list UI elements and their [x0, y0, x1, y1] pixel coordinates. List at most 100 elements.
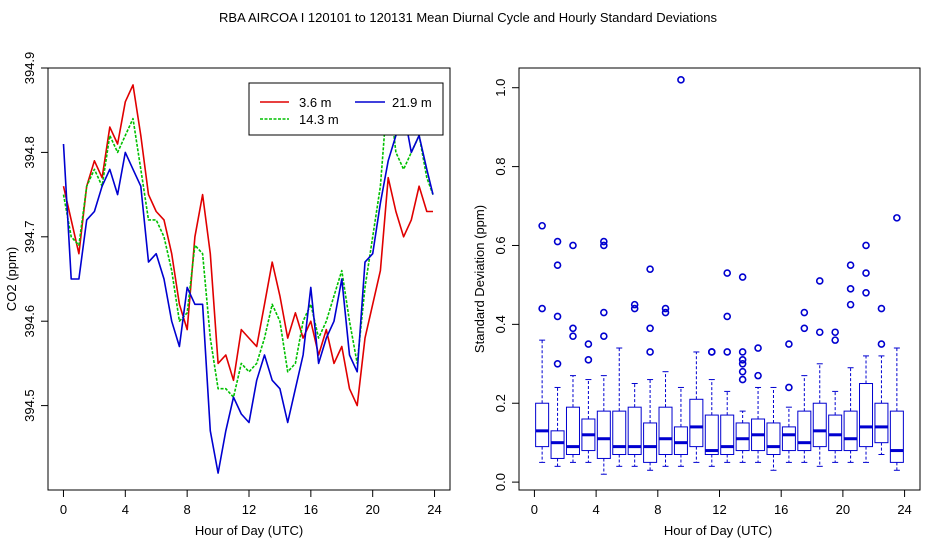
iqr-box: [689, 398, 704, 448]
outlier-point: [785, 340, 793, 348]
iqr-box: [627, 406, 642, 456]
left-y-tick-label: 394.5: [22, 389, 37, 422]
outlier-point: [553, 261, 562, 269]
iqr-box: [658, 406, 673, 456]
outlier-point: [723, 348, 732, 356]
outlier-point: [738, 359, 747, 368]
iqr-box: [766, 422, 781, 456]
box-hour-18.5: [812, 277, 827, 467]
box-hour-6.5: [627, 300, 642, 467]
outlier-point: [538, 304, 546, 313]
iqr-box: [596, 410, 611, 459]
box-hour-7.5: [643, 265, 658, 471]
figure-title: RBA AIRCOA I 120101 to 120131 Mean Diurn…: [219, 10, 717, 25]
box-hour-1.5: [550, 237, 565, 467]
legend-label-3-6m: 3.6 m: [299, 95, 332, 110]
right-y-tick-label: 0.8: [493, 158, 508, 176]
box-hour-20.5: [843, 261, 858, 463]
iqr-box: [565, 406, 580, 456]
iqr-box: [612, 410, 627, 456]
box-hour-14.5: [751, 344, 766, 463]
outlier-point: [846, 285, 855, 293]
right-boxes: [535, 76, 904, 475]
outlier-point: [862, 269, 870, 277]
outlier-point: [553, 359, 562, 368]
outlier-point: [584, 340, 593, 348]
co2-diurnal-chart: 0 4 8 12 16 20 24 394.5 394.6 394.7 394.8 394.9 Hou…: [4, 52, 451, 538]
outlier-point: [600, 308, 608, 317]
right-y-tick-label: 1.0: [493, 79, 508, 97]
left-x-tick-label: 0: [60, 502, 67, 517]
left-x-tick-label: 12: [242, 502, 256, 517]
iqr-box: [781, 426, 796, 452]
right-x-tick-label: 24: [897, 502, 911, 517]
outlier-point: [723, 312, 732, 321]
outlier-point: [553, 237, 562, 246]
legend-box: [248, 82, 444, 136]
box-hour-16.5: [781, 340, 796, 463]
iqr-box: [889, 410, 904, 463]
outlier-point: [738, 375, 747, 384]
outlier-point: [862, 289, 870, 297]
box-hour-2.5: [565, 241, 580, 463]
right-y-tick-label: 0.4: [493, 315, 508, 333]
left-x-tick-label: 20: [365, 502, 379, 517]
box-hour-9.5: [673, 76, 688, 467]
left-y-tick-label: 394.9: [22, 52, 37, 85]
box-hour-15.5: [766, 386, 781, 471]
iqr-box: [828, 414, 843, 452]
left-x-tick-label: 4: [122, 502, 129, 517]
iqr-box: [859, 383, 874, 448]
right-x-axis-label: Hour of Day (UTC): [664, 523, 772, 538]
outlier-point: [630, 300, 639, 309]
outlier-point: [738, 367, 747, 376]
box-hour-10.5: [689, 351, 704, 463]
outlier-point: [707, 348, 716, 356]
iqr-box: [720, 414, 735, 456]
left-y-tick-label: 394.6: [22, 305, 37, 338]
iqr-box: [673, 426, 688, 456]
box-hour-21.5: [859, 241, 874, 463]
left-series-lines: [62, 84, 434, 474]
outlier-point: [553, 312, 562, 321]
outlier-point: [569, 332, 577, 340]
right-x-tick-label: 0: [531, 502, 538, 517]
right-y-tick-label: 0.2: [493, 394, 508, 412]
left-x-tick-label: 8: [184, 502, 191, 517]
outlier-point: [877, 340, 886, 348]
iqr-box: [812, 402, 827, 448]
box-hour-19.5: [828, 328, 843, 463]
iqr-box: [643, 422, 658, 463]
box-hour-17.5: [797, 308, 812, 463]
right-axes: 0 4 8 12 16 20 24 0.0 0.2 0.4 0.6 0.8 1.0: [493, 79, 912, 517]
outlier-point: [738, 273, 747, 281]
outlier-point: [893, 214, 901, 222]
right-y-axis-label: Standard Deviation (ppm): [472, 205, 487, 353]
outlier-point: [600, 237, 608, 246]
box-hour-12.5: [720, 269, 735, 463]
outlier-point: [877, 304, 886, 313]
iqr-box: [735, 422, 750, 452]
legend-label-14-3m: 14.3 m: [299, 112, 339, 127]
outlier-point: [785, 383, 793, 392]
outlier-point: [569, 324, 577, 333]
std-dev-boxplot-chart: 0 4 8 12 16 20 24 0.0 0.2 0.4 0.6 0.8 1.0 Hour of Da…: [472, 67, 921, 538]
outlier-point: [723, 269, 732, 277]
right-x-tick-label: 8: [654, 502, 661, 517]
legend-label-21-9m: 21.9 m: [392, 95, 432, 110]
left-x-tick-label: 16: [304, 502, 318, 517]
iqr-box: [704, 414, 719, 456]
right-y-tick-label: 0.6: [493, 236, 508, 254]
iqr-box: [797, 410, 812, 452]
iqr-box: [535, 402, 550, 448]
box-hour-8.5: [658, 304, 673, 467]
legend: 3.6 m 14.3 m 21.9 m: [248, 82, 444, 136]
outlier-point: [831, 336, 839, 344]
right-x-tick-label: 20: [836, 502, 850, 517]
box-hour-4.5: [596, 237, 611, 475]
iqr-box: [874, 402, 889, 444]
outlier-point: [646, 348, 654, 356]
outlier-point: [831, 328, 839, 337]
right-y-tick-label: 0.0: [493, 473, 508, 491]
box-hour-5.5: [612, 347, 627, 467]
